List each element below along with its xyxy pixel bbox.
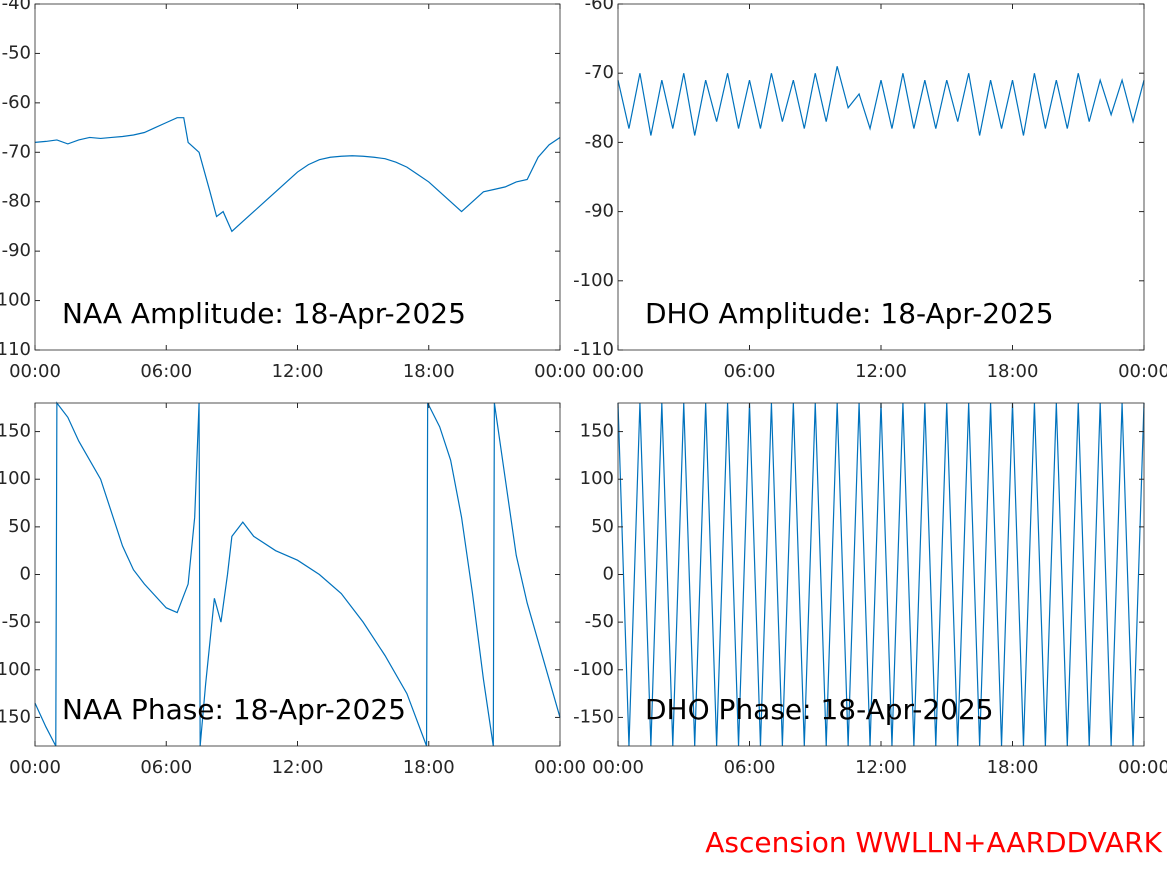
plot-area bbox=[618, 4, 1144, 350]
data-line bbox=[34, 117, 561, 233]
panel-title: NAA Phase: 18-Apr-2025 bbox=[62, 693, 406, 726]
x-tick-label: 18:00 bbox=[987, 757, 1039, 778]
y-tick-label: -60 bbox=[585, 0, 614, 14]
y-tick-label: -100 bbox=[0, 659, 31, 680]
x-tick-label: 00:00 bbox=[592, 361, 644, 382]
x-tick-label: 00:00 bbox=[534, 757, 586, 778]
x-tick-label: 18:00 bbox=[987, 361, 1039, 382]
y-tick-label: -80 bbox=[2, 191, 31, 212]
y-tick-label: -50 bbox=[2, 42, 31, 63]
y-tick-label: 50 bbox=[591, 516, 614, 537]
x-tick-label: 06:00 bbox=[724, 361, 776, 382]
panel-title: NAA Amplitude: 18-Apr-2025 bbox=[62, 297, 466, 330]
x-tick-label: 06:00 bbox=[724, 757, 776, 778]
x-tick-label: 06:00 bbox=[140, 757, 192, 778]
y-tick-label: -90 bbox=[2, 240, 31, 261]
x-tick-label: 00:00 bbox=[9, 361, 61, 382]
y-tick-label: 50 bbox=[8, 516, 31, 537]
footer: Ascension WWLLN+AARDDVARK bbox=[705, 826, 1162, 859]
y-tick-label: -150 bbox=[573, 706, 614, 727]
x-tick-label: 00:00 bbox=[592, 757, 644, 778]
x-tick-label: 00:00 bbox=[1118, 361, 1167, 382]
x-tick-label: 18:00 bbox=[403, 361, 455, 382]
y-tick-label: 0 bbox=[603, 564, 614, 585]
y-tick-label: -90 bbox=[585, 201, 614, 222]
y-tick-label: -80 bbox=[585, 131, 614, 152]
y-tick-label: 0 bbox=[20, 564, 31, 585]
plot-area bbox=[35, 403, 560, 746]
y-tick-label: 100 bbox=[580, 468, 614, 489]
x-tick-label: 18:00 bbox=[403, 757, 455, 778]
y-tick-label: 150 bbox=[580, 421, 614, 442]
x-tick-label: 12:00 bbox=[272, 361, 324, 382]
y-tick-label: -110 bbox=[573, 339, 614, 360]
y-tick-label: -110 bbox=[0, 339, 31, 360]
y-tick-label: -70 bbox=[585, 62, 614, 83]
y-tick-label: 100 bbox=[0, 468, 31, 489]
plot-area bbox=[35, 4, 560, 350]
y-tick-label: -50 bbox=[585, 611, 614, 632]
x-tick-label: 00:00 bbox=[534, 361, 586, 382]
y-tick-label: -40 bbox=[2, 0, 31, 14]
y-tick-label: -100 bbox=[0, 290, 31, 311]
panel-title: DHO Amplitude: 18-Apr-2025 bbox=[645, 297, 1054, 330]
y-tick-label: -70 bbox=[2, 141, 31, 162]
x-tick-label: 12:00 bbox=[855, 757, 907, 778]
plot-area bbox=[618, 403, 1144, 746]
data-line bbox=[617, 66, 1145, 136]
y-tick-label: -100 bbox=[573, 270, 614, 291]
y-tick-label: 150 bbox=[0, 421, 31, 442]
x-tick-label: 12:00 bbox=[855, 361, 907, 382]
x-tick-label: 00:00 bbox=[1118, 757, 1167, 778]
y-tick-label: -150 bbox=[0, 706, 31, 727]
data-line bbox=[34, 401, 561, 747]
panel-title: DHO Phase: 18-Apr-2025 bbox=[645, 693, 994, 726]
x-tick-label: 00:00 bbox=[9, 757, 61, 778]
x-tick-label: 06:00 bbox=[140, 361, 192, 382]
x-tick-label: 12:00 bbox=[272, 757, 324, 778]
y-tick-label: -50 bbox=[2, 611, 31, 632]
y-tick-label: -100 bbox=[573, 659, 614, 680]
y-tick-label: -60 bbox=[2, 92, 31, 113]
